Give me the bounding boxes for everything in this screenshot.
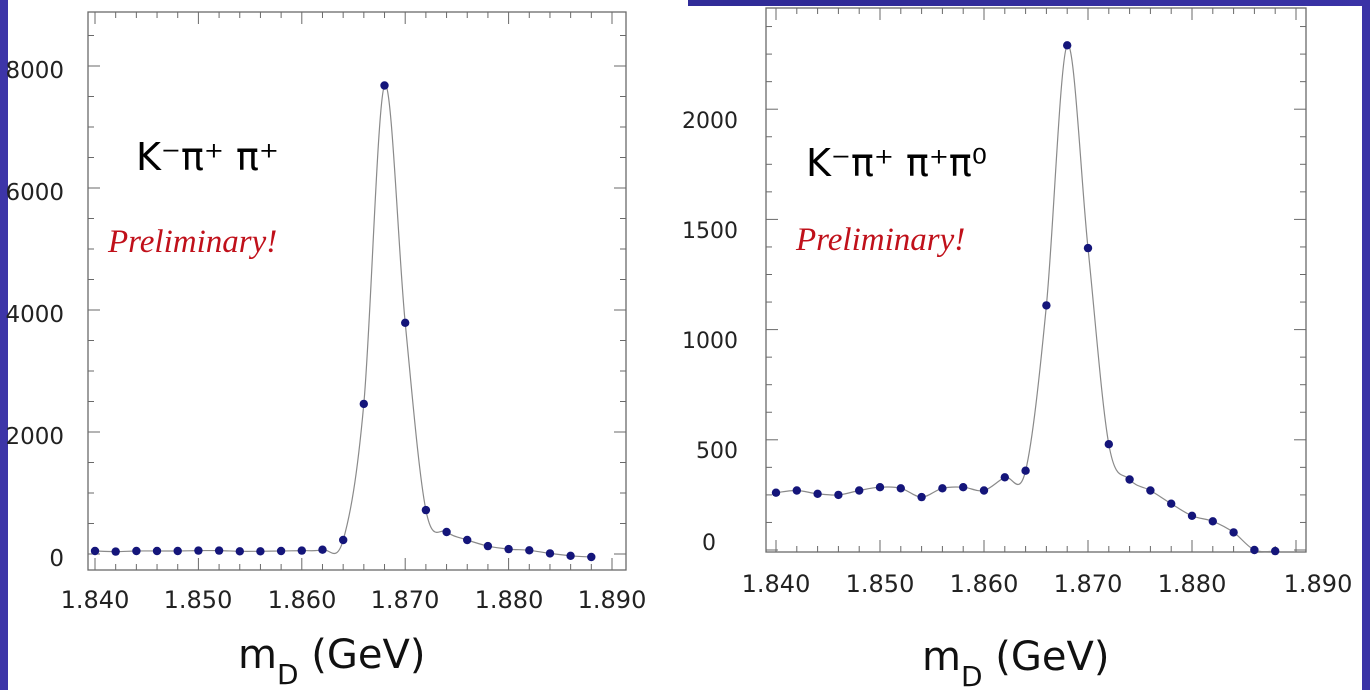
data-point — [483, 541, 493, 551]
data-point — [979, 486, 989, 495]
data-point — [566, 551, 575, 560]
x-tick-labels-left: 1.840 1.850 1.860 1.870 1.880 1.890 — [61, 586, 647, 614]
preliminary-annotation-right: Preliminary! — [795, 222, 965, 258]
data-point — [545, 549, 555, 558]
data-point — [834, 490, 843, 500]
data-point — [1021, 466, 1030, 475]
data-point — [276, 546, 286, 556]
data-point — [214, 546, 224, 555]
data-point — [1250, 545, 1259, 555]
ticks-left — [88, 12, 626, 570]
x-tick-label: 1.880 — [475, 586, 544, 614]
data-point — [297, 546, 306, 555]
data-point — [173, 546, 182, 556]
data-point — [587, 552, 596, 562]
y-tick-labels-left: 0 2000 4000 6000 8000 — [5, 58, 64, 572]
data-point — [90, 546, 100, 556]
decay-channel-label-right: K⁻π⁺ π⁺π⁰ — [806, 141, 987, 185]
data-point — [938, 484, 947, 493]
data-point — [504, 544, 513, 554]
data-point — [152, 546, 162, 556]
y-tick-label: 0 — [702, 531, 716, 556]
data-point — [1187, 511, 1197, 520]
x-tick-label: 1.870 — [1054, 570, 1123, 598]
x-tick-label: 1.860 — [950, 570, 1019, 598]
x-tick-label: 1.840 — [61, 586, 130, 614]
y-tick-label: 0 — [49, 546, 64, 572]
x-tick-label: 1.870 — [371, 586, 440, 614]
data-point — [1042, 301, 1051, 310]
data-point — [111, 547, 120, 556]
data-point — [194, 546, 203, 555]
x-axis-label-right: mD (GeV) — [922, 634, 1109, 690]
x-tick-label: 1.880 — [1158, 570, 1227, 598]
plot-background-right — [660, 6, 1362, 690]
x-tick-label: 1.850 — [164, 586, 233, 614]
x-tick-labels-right: 1.840 1.850 1.860 1.870 1.880 1.890 — [742, 570, 1353, 598]
data-point — [421, 505, 431, 515]
data-points-right — [771, 41, 1280, 556]
data-point — [875, 483, 885, 492]
plot-frame-left — [87, 11, 627, 571]
data-point — [959, 483, 968, 492]
x-tick-label: 1.840 — [742, 570, 811, 598]
y-tick-label: 2000 — [5, 424, 64, 450]
data-point — [1146, 486, 1155, 495]
data-point — [235, 547, 244, 556]
plot-frame-right — [765, 7, 1307, 553]
data-point — [1229, 528, 1238, 537]
data-point — [1083, 243, 1093, 253]
x-axis-label-left: mD (GeV) — [238, 632, 425, 690]
data-point — [1167, 499, 1176, 508]
y-tick-label: 1500 — [682, 219, 738, 244]
data-point — [318, 545, 327, 554]
data-point — [359, 399, 368, 409]
decay-channel-label-left: K⁻π⁺ π⁺ — [136, 135, 279, 179]
y-tick-labels-right: 0 500 1000 1500 2000 — [682, 109, 738, 556]
data-point — [771, 488, 781, 497]
chart-right: 0 500 1000 1500 2000 1.840 1.850 1.860 1… — [660, 6, 1362, 690]
data-point — [1271, 546, 1280, 556]
y-tick-label: 8000 — [5, 58, 64, 84]
data-point — [442, 527, 451, 537]
data-point — [525, 546, 534, 555]
x-tick-label: 1.860 — [268, 586, 337, 614]
x-tick-label: 1.890 — [578, 586, 647, 614]
data-points-left — [90, 81, 596, 562]
x-tick-label: 1.850 — [846, 570, 915, 598]
data-point — [1104, 440, 1114, 449]
preliminary-annotation-left: Preliminary! — [107, 224, 277, 260]
data-point — [339, 535, 348, 545]
ticks-right — [766, 8, 1306, 552]
chart-left: 0 2000 4000 6000 8000 1.840 1.850 1.860 … — [5, 0, 688, 690]
data-point — [401, 318, 410, 327]
data-point — [132, 546, 141, 556]
data-point — [1208, 517, 1218, 526]
data-point — [792, 486, 801, 495]
data-point — [855, 486, 864, 495]
data-point — [1125, 475, 1134, 484]
data-point — [1063, 41, 1072, 50]
y-tick-label: 4000 — [5, 302, 64, 328]
y-tick-label: 2000 — [682, 109, 738, 134]
y-tick-label: 1000 — [682, 329, 738, 354]
x-tick-label: 1.890 — [1284, 570, 1353, 598]
data-point — [813, 489, 822, 498]
data-point — [896, 484, 905, 493]
data-point — [1000, 473, 1009, 482]
y-tick-label: 500 — [696, 439, 738, 464]
plot-background-left — [8, 0, 688, 690]
data-point — [256, 547, 265, 556]
data-point — [917, 492, 926, 502]
data-point — [380, 81, 389, 90]
data-point — [463, 535, 472, 545]
y-tick-label: 6000 — [5, 180, 64, 206]
